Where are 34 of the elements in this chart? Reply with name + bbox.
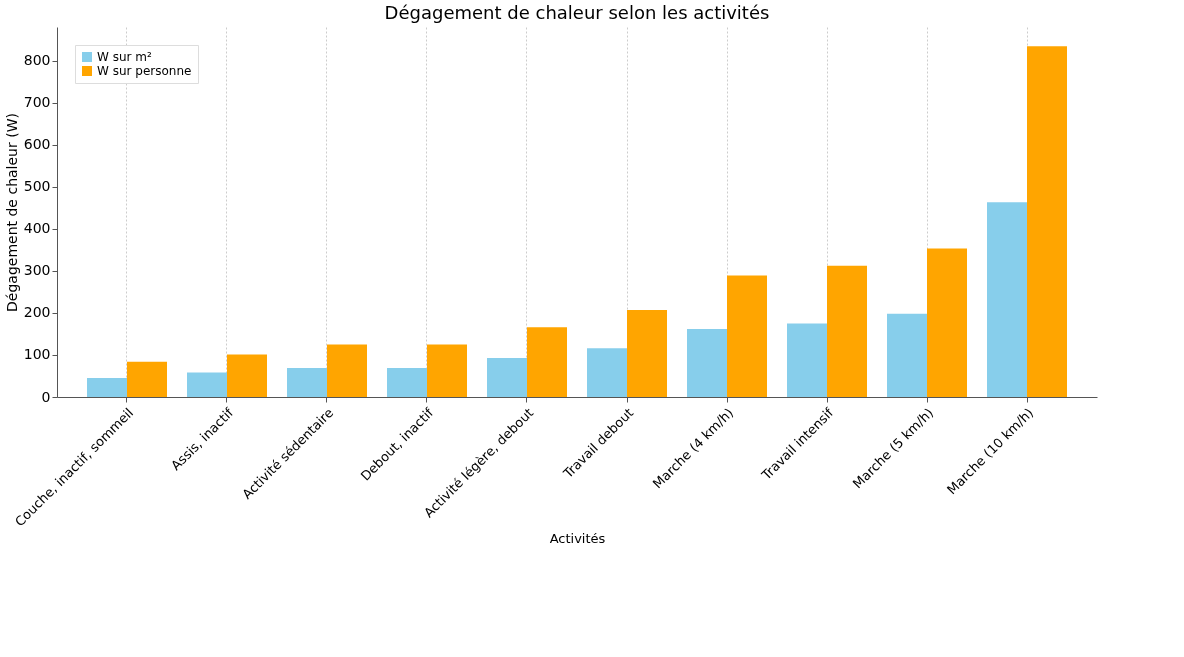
y-tick-label: 100	[23, 346, 51, 363]
y-axis-title: Dégagement de chaleur (W)	[3, 113, 20, 312]
y-tick-label: 0	[41, 388, 51, 405]
y-tick-label: 500	[23, 178, 51, 195]
legend-label: W sur m²	[97, 50, 152, 64]
bar	[387, 367, 427, 397]
bar	[527, 327, 567, 397]
chart-title: Dégagement de chaleur selon les activités	[384, 2, 770, 23]
bar	[827, 265, 867, 397]
y-tick-label: 300	[23, 262, 51, 279]
bar	[227, 354, 267, 397]
bar	[627, 309, 667, 397]
y-tick-label: 600	[23, 136, 51, 153]
y-tick-label: 800	[23, 52, 51, 69]
bar	[587, 348, 627, 397]
bar	[87, 378, 127, 397]
bar	[427, 344, 467, 397]
legend-label: W sur personne	[97, 64, 192, 78]
bar	[727, 275, 767, 397]
bar	[787, 323, 827, 397]
bar	[987, 202, 1027, 397]
bar	[1027, 46, 1067, 397]
bar	[187, 372, 227, 397]
y-tick-label: 400	[23, 220, 51, 237]
y-tick-label: 200	[23, 304, 51, 321]
y-tick-label: 700	[23, 94, 51, 111]
bar	[127, 361, 167, 397]
bar	[687, 328, 727, 397]
bar	[327, 344, 367, 397]
bar	[487, 357, 527, 397]
x-axis-title: Activités	[549, 531, 606, 547]
bar	[887, 313, 927, 397]
bar	[927, 248, 967, 397]
bar	[287, 367, 327, 397]
